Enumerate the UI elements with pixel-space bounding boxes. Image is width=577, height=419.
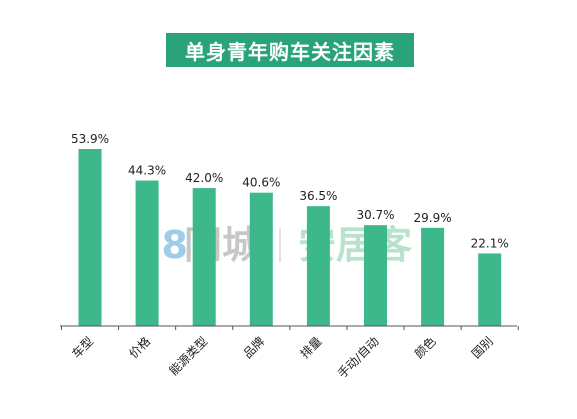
data-label-6: 29.9% (414, 211, 452, 225)
data-label-5: 30.7% (356, 208, 394, 222)
category-label-2: 能源类型 (166, 334, 210, 378)
bar-4 (306, 206, 330, 326)
bar-1 (135, 180, 159, 326)
data-label-0: 53.9% (71, 132, 109, 146)
category-label-7: 国别 (469, 334, 496, 361)
bar-0 (78, 149, 102, 326)
bar-5 (364, 225, 387, 326)
bar-7 (478, 253, 502, 326)
bar-6 (421, 227, 445, 326)
data-label-3: 40.6% (242, 176, 280, 190)
category-label-5: 手动/自动 (335, 334, 382, 381)
bar-3 (249, 192, 273, 326)
category-label-3: 品牌 (241, 334, 268, 361)
data-label-1: 44.3% (128, 164, 166, 178)
category-label-0: 车型 (69, 334, 97, 362)
category-label-6: 颜色 (411, 334, 439, 362)
category-label-1: 价格 (126, 334, 154, 362)
data-label-4: 36.5% (299, 189, 337, 203)
category-label-4: 排量 (298, 334, 325, 361)
data-label-7: 22.1% (471, 236, 509, 250)
chart-title: 单身青年购车关注因素 (166, 33, 414, 67)
data-label-2: 42.0% (185, 171, 223, 185)
bar-2 (192, 188, 216, 326)
